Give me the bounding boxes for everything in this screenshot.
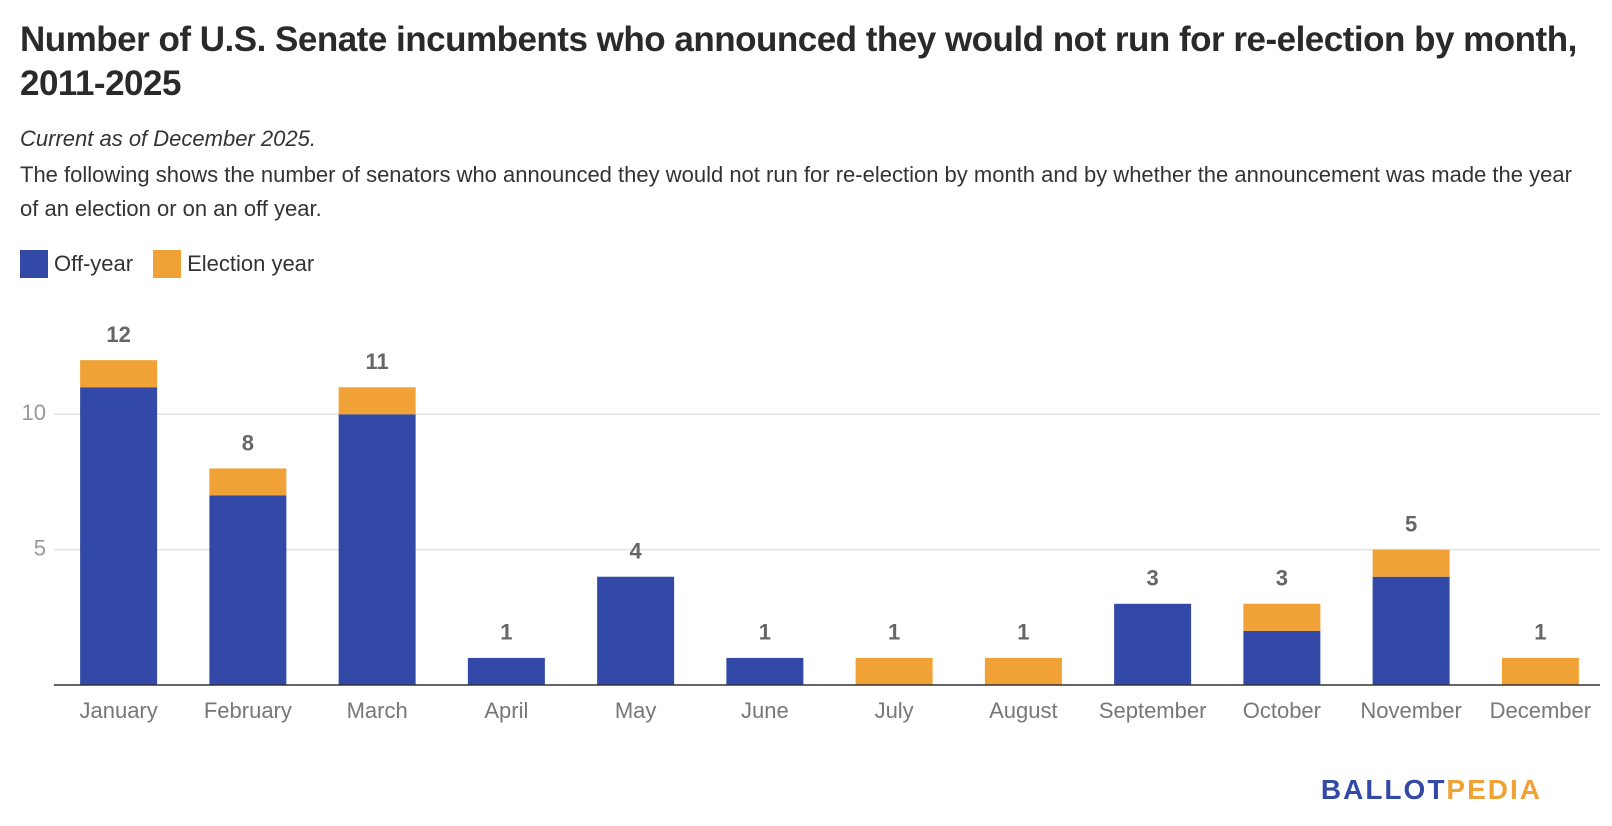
x-tick-label: September <box>1099 698 1207 723</box>
total-label: 1 <box>759 620 771 645</box>
total-label: 8 <box>242 430 254 455</box>
x-tick-label: July <box>875 698 914 723</box>
total-label: 3 <box>1276 566 1288 591</box>
bar-segment <box>1372 576 1450 685</box>
bar-segment <box>1243 603 1321 631</box>
x-tick-label: January <box>79 698 157 723</box>
bar-segment <box>597 576 675 685</box>
x-tick-label: April <box>484 698 528 723</box>
total-label: 1 <box>1017 620 1029 645</box>
legend-item: Off-year <box>20 250 133 278</box>
legend-label: Off-year <box>54 251 134 276</box>
total-label: 11 <box>365 349 388 374</box>
brand-part: BALLOT <box>1320 774 1447 805</box>
x-tick-label: August <box>989 698 1058 723</box>
bar-segment <box>209 495 287 685</box>
total-label: 1 <box>888 620 900 645</box>
x-tick-label: March <box>347 698 408 723</box>
total-label: 12 <box>106 322 130 347</box>
bar-segment <box>467 657 545 685</box>
legend-label: Election year <box>187 251 315 276</box>
x-tick-label: October <box>1243 698 1321 723</box>
bar-segment <box>1501 657 1579 685</box>
bar-segment <box>338 414 416 685</box>
bar-segment <box>80 360 158 388</box>
bar-segment <box>209 468 287 496</box>
chart-subtitle: Current as of December 2025. <box>20 126 316 151</box>
brand-part: PEDIA <box>1446 774 1542 805</box>
bar-segment <box>1243 630 1321 685</box>
legend-swatch <box>20 250 48 278</box>
x-tick-label: November <box>1360 698 1461 723</box>
y-tick-label: 10 <box>22 400 46 425</box>
bar-segment <box>1114 603 1192 685</box>
bar-segment <box>855 657 933 685</box>
legend-item: Election year <box>153 250 314 278</box>
bar-segment <box>338 387 416 415</box>
x-tick-label: December <box>1490 698 1591 723</box>
bar-segment <box>80 387 158 685</box>
chart: 51012January8February11March1April4May1J… <box>22 322 1600 723</box>
total-label: 4 <box>630 539 643 564</box>
brand-logo: BALLOTPEDIA <box>1321 774 1542 806</box>
total-label: 3 <box>1147 566 1159 591</box>
total-label: 5 <box>1405 511 1417 536</box>
x-tick-label: May <box>615 698 657 723</box>
chart-title: Number of U.S. Senate incumbents who ann… <box>20 20 1577 103</box>
y-tick-label: 5 <box>34 535 46 560</box>
x-tick-label: June <box>741 698 789 723</box>
x-tick-label: February <box>204 698 292 723</box>
legend-swatch <box>153 250 182 278</box>
chart-description: The following shows the number of senato… <box>20 162 1572 221</box>
total-label: 1 <box>500 620 512 645</box>
legend: Off-year Election year <box>20 250 314 278</box>
total-label: 1 <box>1534 620 1546 645</box>
bar-segment <box>984 657 1062 685</box>
bar-segment <box>1372 549 1450 577</box>
bar-segment <box>726 657 804 685</box>
